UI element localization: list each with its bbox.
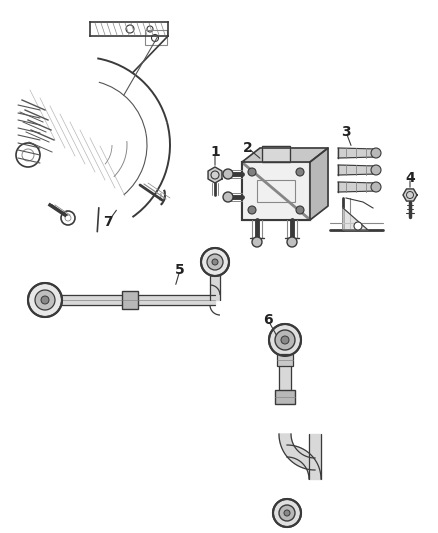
Circle shape xyxy=(252,237,262,247)
Polygon shape xyxy=(403,189,417,201)
Text: 3: 3 xyxy=(341,125,351,139)
Circle shape xyxy=(371,182,381,192)
Circle shape xyxy=(296,206,304,214)
Polygon shape xyxy=(208,167,222,183)
Bar xyxy=(262,146,290,162)
Polygon shape xyxy=(279,434,315,470)
Circle shape xyxy=(275,330,295,350)
Bar xyxy=(257,180,295,202)
Circle shape xyxy=(269,324,301,356)
Polygon shape xyxy=(343,208,368,230)
Bar xyxy=(275,390,295,404)
Circle shape xyxy=(248,206,256,214)
Text: 4: 4 xyxy=(405,171,415,185)
Circle shape xyxy=(281,336,289,344)
Polygon shape xyxy=(338,182,376,192)
Circle shape xyxy=(287,237,297,247)
Polygon shape xyxy=(242,162,310,220)
Circle shape xyxy=(371,165,381,175)
Polygon shape xyxy=(242,148,328,162)
Circle shape xyxy=(201,248,229,276)
Circle shape xyxy=(207,254,223,270)
Circle shape xyxy=(28,283,62,317)
Bar xyxy=(242,162,310,220)
Circle shape xyxy=(248,168,256,176)
Circle shape xyxy=(284,510,290,516)
Circle shape xyxy=(371,148,381,158)
Circle shape xyxy=(279,505,295,521)
Polygon shape xyxy=(279,366,291,398)
Polygon shape xyxy=(338,148,376,158)
Text: 2: 2 xyxy=(243,141,253,155)
Circle shape xyxy=(273,499,301,527)
Text: 1: 1 xyxy=(210,145,220,159)
Circle shape xyxy=(296,168,304,176)
Polygon shape xyxy=(262,146,290,162)
Text: 5: 5 xyxy=(175,263,185,277)
Bar xyxy=(145,30,167,45)
Circle shape xyxy=(223,192,233,202)
Circle shape xyxy=(35,290,55,310)
Text: 6: 6 xyxy=(263,313,273,327)
Text: 7: 7 xyxy=(103,215,113,229)
Polygon shape xyxy=(338,165,376,175)
Circle shape xyxy=(223,169,233,179)
Polygon shape xyxy=(287,445,321,479)
Polygon shape xyxy=(310,148,328,220)
Polygon shape xyxy=(53,295,215,305)
Polygon shape xyxy=(309,434,321,479)
Polygon shape xyxy=(210,265,220,300)
Bar xyxy=(122,291,138,309)
Circle shape xyxy=(354,222,362,230)
Circle shape xyxy=(41,296,49,304)
Bar xyxy=(277,354,293,366)
Bar xyxy=(262,146,290,162)
Circle shape xyxy=(212,259,218,265)
Bar xyxy=(242,162,310,220)
